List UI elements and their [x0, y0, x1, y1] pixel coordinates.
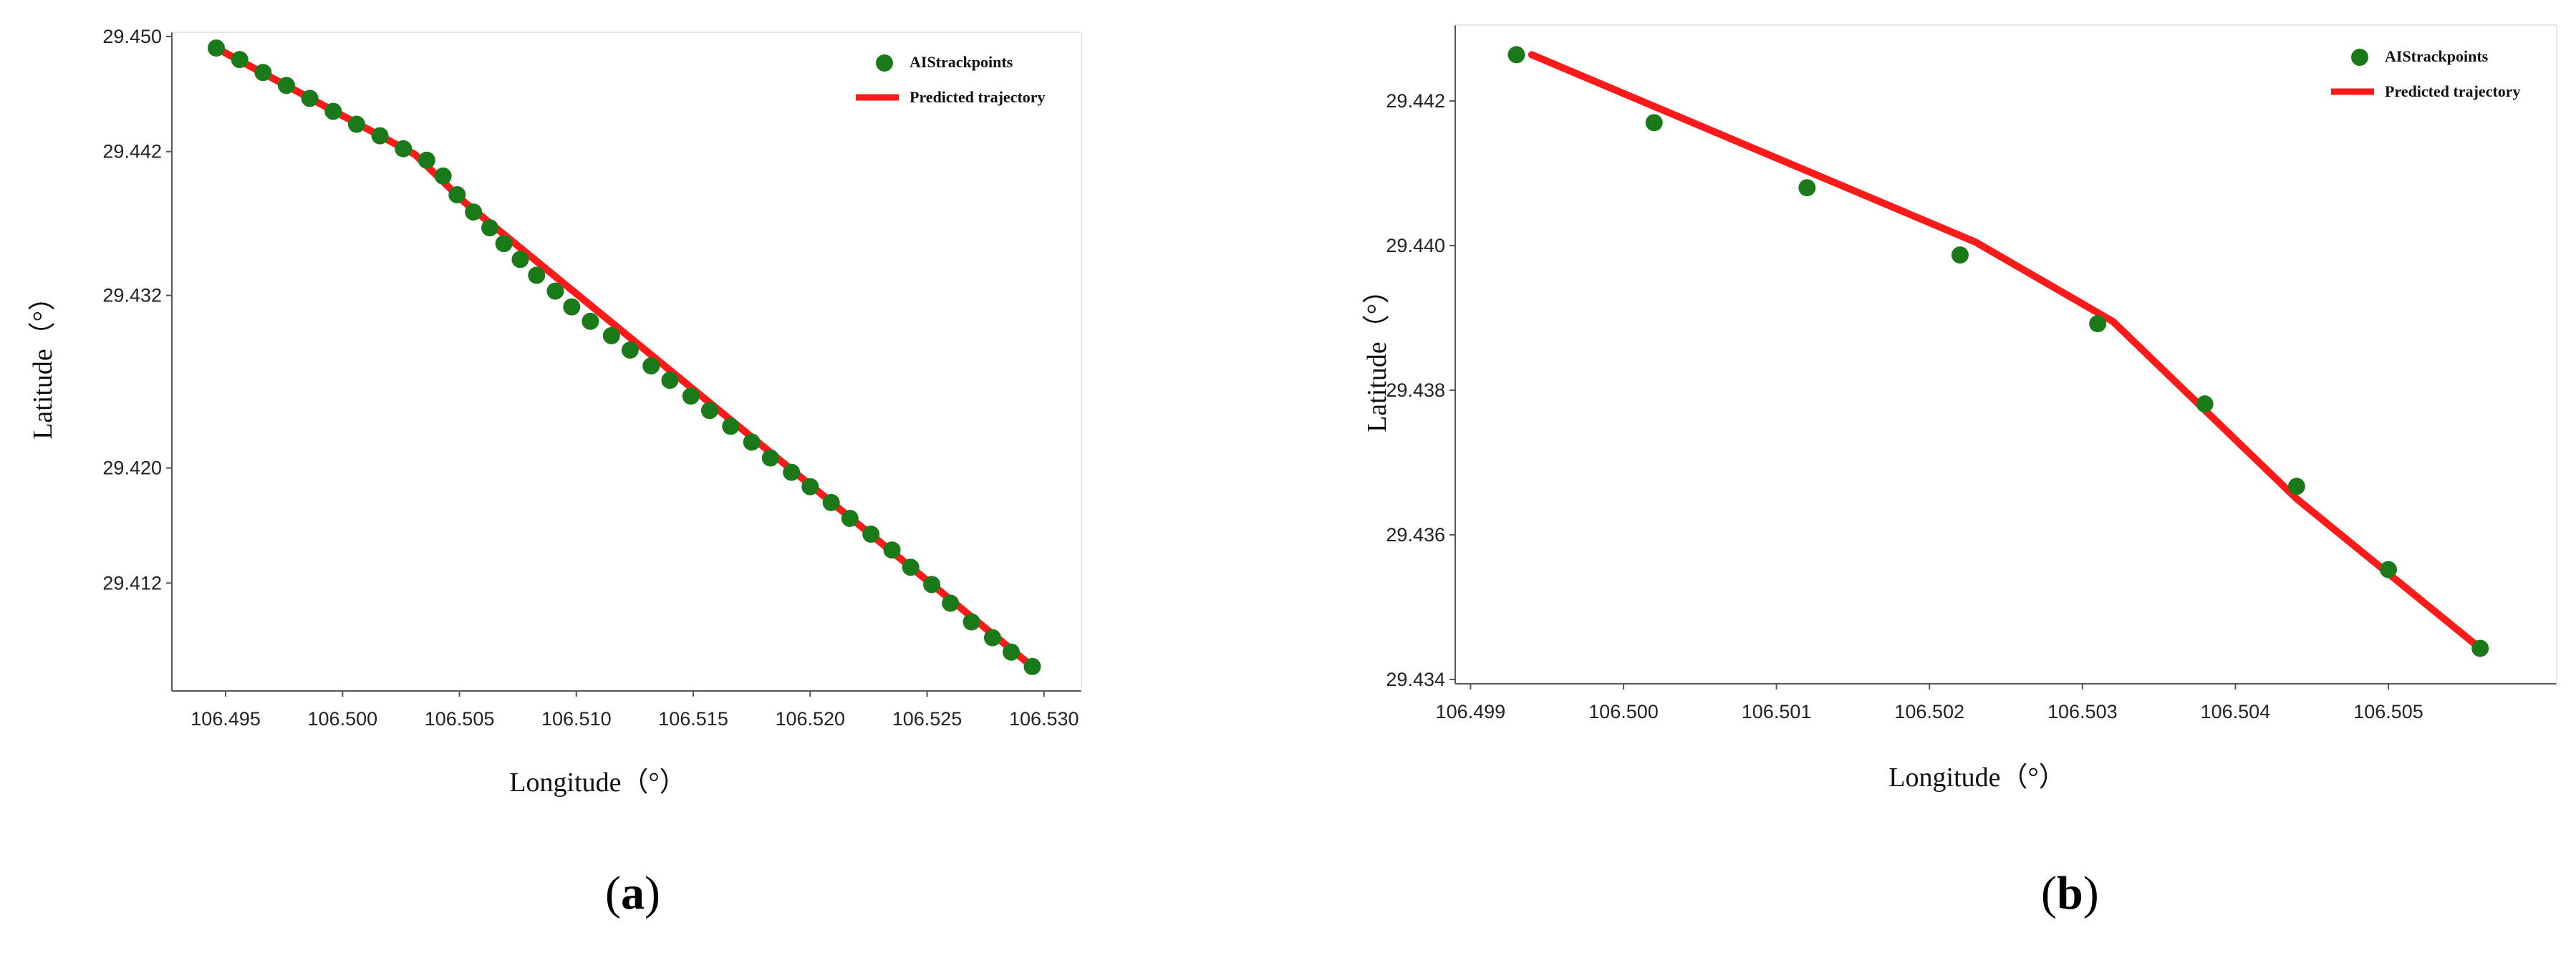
x-tick-label: 106.500 — [1588, 701, 1659, 722]
y-tick-label: 29.420 — [102, 458, 162, 479]
ais-track-point — [231, 51, 249, 69]
ais-track-point — [963, 613, 980, 631]
ais-track-point — [324, 102, 342, 120]
x-tick-label: 106.503 — [2047, 701, 2118, 722]
caption-a: (a) — [605, 867, 660, 919]
ais-track-point — [2380, 561, 2398, 579]
ais-track-point — [208, 39, 226, 57]
legend-marker-points — [876, 54, 893, 72]
ais-track-point — [254, 64, 272, 82]
ais-track-point — [761, 449, 779, 467]
y-tick-label: 29.450 — [102, 26, 162, 47]
ais-track-point — [1951, 246, 1969, 264]
chart-panel-b: 106.499 106.500 106.501 106.502 106.503 106.5… — [1289, 0, 2576, 953]
ais-track-point — [682, 387, 700, 405]
ais-track-point — [700, 402, 718, 420]
ais-track-point — [722, 417, 740, 435]
x-tick-label: 106.515 — [658, 708, 728, 730]
y-tick-label: 29.436 — [1386, 524, 1445, 546]
x-tick-label: 106.501 — [1742, 701, 1812, 722]
x-tick-label: 106.520 — [775, 708, 845, 730]
x-tick-label: 106.510 — [541, 708, 612, 730]
ais-track-point — [347, 115, 365, 133]
y-tick-label: 29.442 — [1386, 90, 1445, 112]
ais-track-point — [942, 594, 960, 612]
ais-track-point — [528, 266, 546, 284]
y-tick-label: 29.432 — [102, 285, 162, 306]
y-tick-label: 29.440 — [1386, 235, 1445, 256]
ais-track-point — [465, 203, 483, 221]
x-tick-label: 106.530 — [1009, 708, 1079, 730]
x-tick-label: 106.495 — [190, 708, 261, 730]
ais-track-point — [434, 167, 452, 185]
y-axis-label: Latitude（°） — [1362, 276, 1392, 432]
ais-track-point — [661, 372, 679, 390]
ais-track-point — [602, 326, 620, 344]
y-tick-label: 29.412 — [102, 572, 162, 594]
chart-a-svg: 106.495 106.500 106.505 106.510 106.515 106.5… — [28, 26, 1082, 798]
x-tick-label: 106.525 — [892, 708, 963, 730]
ais-track-point — [801, 478, 819, 495]
ais-track-point — [418, 151, 435, 169]
predicted-trajectory-line — [1528, 51, 2484, 652]
ais-track-point — [1798, 179, 1816, 197]
caption-b-letter: b — [2056, 867, 2083, 919]
ais-track-point — [1003, 643, 1021, 661]
ais-track-point — [277, 77, 295, 95]
ais-track-point — [841, 509, 859, 527]
x-tick-label: 106.504 — [2201, 701, 2271, 722]
legend-label-line: Predicted trajectory — [910, 88, 1046, 106]
chart-panel-a: 106.495 106.500 106.505 106.510 106.515 106.5… — [28, 26, 1082, 919]
ais-track-point — [582, 312, 599, 330]
legend-label-points: AIStrackpoints — [910, 53, 1013, 71]
ais-track-point — [301, 90, 319, 107]
y-tick-label: 29.434 — [1386, 669, 1445, 690]
ais-track-point — [783, 463, 801, 481]
x-tick-label: 106.499 — [1436, 701, 1506, 722]
y-tick-label: 29.438 — [1386, 379, 1445, 401]
ais-track-point — [923, 576, 941, 594]
x-axis-label: Longitude（°） — [1888, 763, 2065, 793]
legend-label-points: AIStrackpoints — [2385, 47, 2489, 65]
ais-track-point — [822, 493, 840, 511]
legend-label-line: Predicted trajectory — [2385, 82, 2521, 100]
ais-track-point — [371, 127, 389, 145]
x-tick-label: 106.505 — [2353, 701, 2423, 722]
caption-a-letter: a — [620, 867, 645, 919]
y-tick-label: 29.442 — [102, 141, 162, 163]
ais-track-point — [2471, 639, 2489, 657]
ais-track-point — [1645, 114, 1663, 132]
ais-track-point — [448, 185, 466, 203]
ais-track-point — [743, 433, 761, 451]
x-tick-label: 106.505 — [425, 708, 495, 730]
y-axis-label: Latitude（°） — [28, 284, 58, 440]
ais-track-point — [495, 235, 513, 253]
chart-b-svg: 106.499 106.500 106.501 106.502 106.503 106.5… — [1362, 24, 2557, 793]
legend-marker-points — [2351, 49, 2368, 66]
ais-track-point — [563, 298, 581, 316]
ais-track-point — [2089, 315, 2107, 333]
ais-track-point — [1023, 657, 1041, 675]
ais-track-point — [481, 219, 499, 237]
x-axis-label: Longitude（°） — [509, 768, 686, 798]
ais-track-point — [2196, 395, 2214, 413]
ais-track-point — [546, 282, 564, 300]
x-tick-label: 106.502 — [1894, 701, 1964, 722]
ais-track-point — [2287, 478, 2305, 495]
ais-track-point — [642, 357, 660, 375]
caption-b: (b) — [2041, 867, 2099, 919]
ais-track-point — [983, 629, 1001, 647]
ais-track-point — [395, 140, 413, 158]
ais-track-point — [862, 526, 880, 543]
ais-track-point — [621, 341, 639, 359]
x-tick-label: 106.500 — [308, 708, 378, 730]
ais-track-point — [511, 251, 529, 269]
ais-track-point — [902, 558, 920, 576]
ais-track-point — [1508, 46, 1525, 64]
ais-track-point — [883, 541, 901, 559]
